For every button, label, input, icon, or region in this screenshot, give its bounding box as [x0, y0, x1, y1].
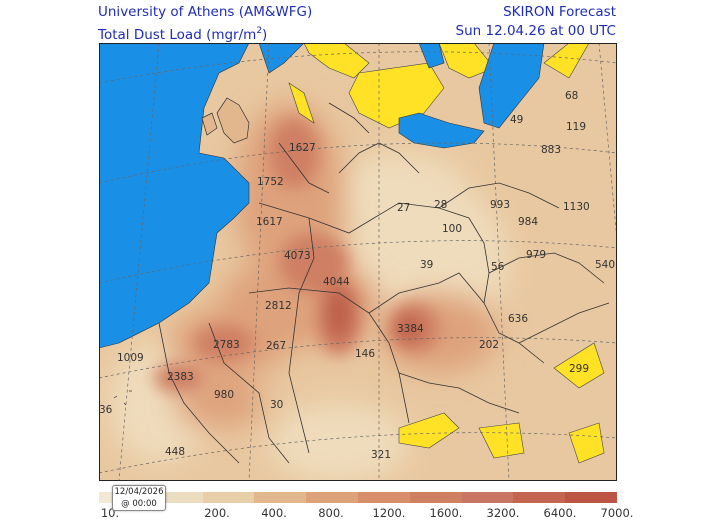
scale-tick: 3200.	[486, 506, 520, 520]
value-labels: 1627 1752 1617 4073 4044 2812 2783 267 1…	[99, 90, 615, 461]
scale-segment	[150, 492, 203, 503]
value-label: 39	[420, 259, 433, 271]
value-label: 202	[479, 339, 499, 351]
value-label: 56	[491, 261, 505, 273]
value-label: 2383	[167, 371, 194, 383]
value-label: 1627	[289, 142, 316, 154]
value-label: 883	[541, 144, 561, 156]
header-left: University of Athens (AM&WFG) Total Dust…	[98, 3, 312, 45]
scale-segment	[513, 492, 566, 503]
value-label: 49	[510, 114, 523, 126]
model-label: SKIRON Forecast	[503, 4, 616, 20]
low-dust-areas	[288, 43, 605, 464]
value-label: 30	[270, 399, 283, 411]
variable-label: Total Dust Load (mgr/m2)	[98, 26, 268, 43]
scale-segment	[357, 492, 410, 503]
scale-tick: 800.	[318, 506, 344, 520]
value-label: 4073	[284, 250, 311, 262]
color-scale-bar	[99, 492, 617, 503]
value-label: 321	[371, 449, 391, 461]
dust-peak-areas	[327, 287, 421, 340]
scale-tick: 1600.	[429, 506, 463, 520]
scale-tick: 400.	[261, 506, 287, 520]
scale-segment	[461, 492, 514, 503]
value-label: 448	[165, 446, 185, 458]
timestamp-overlay[interactable]: 12/04/2026 @ 00:00	[112, 485, 166, 511]
value-label: 100	[442, 223, 462, 235]
org-label: University of Athens (AM&WFG)	[98, 4, 313, 20]
value-label: 980	[214, 389, 234, 401]
value-label: 267	[266, 340, 286, 352]
value-label: 299	[569, 363, 589, 375]
timestamp-date: 12/04/2026	[114, 487, 164, 497]
islands	[113, 390, 132, 406]
header-right: SKIRON Forecast Sun 12.04.26 at 00 UTC	[456, 3, 616, 41]
scale-tick: 200.	[204, 506, 230, 520]
graticule	[99, 43, 617, 481]
value-label: 3384	[397, 323, 424, 335]
british-isles	[201, 97, 250, 144]
value-label: 1617	[256, 216, 283, 228]
valid-time-label: Sun 12.04.26 at 00 UTC	[455, 23, 616, 39]
value-label: 27	[397, 202, 410, 214]
value-label: 2812	[265, 300, 292, 312]
timestamp-time: @ 00:00	[121, 499, 157, 509]
value-label: 146	[355, 348, 375, 360]
value-label: 1130	[563, 201, 590, 213]
scale-segment	[306, 492, 358, 503]
value-label: 979	[526, 249, 546, 261]
scale-segment	[409, 492, 462, 503]
value-label: 36	[99, 404, 113, 416]
country-borders	[158, 102, 610, 464]
scale-tick: 6400.	[543, 506, 577, 520]
dust-load-map: 1627 1752 1617 4073 4044 2812 2783 267 1…	[99, 43, 617, 481]
scale-segment	[202, 492, 255, 503]
value-label: 119	[566, 121, 586, 133]
scale-segment	[565, 492, 617, 503]
value-label: 540	[595, 259, 615, 271]
value-label: 2783	[213, 339, 240, 351]
scale-tick: 1200.	[372, 506, 406, 520]
sea-areas	[99, 43, 545, 349]
value-label: 68	[565, 90, 578, 102]
value-label: 1009	[117, 352, 144, 364]
value-label: 28	[434, 199, 447, 211]
value-label: 984	[518, 216, 538, 228]
value-label: 993	[490, 199, 510, 211]
value-label: 4044	[323, 276, 350, 288]
value-label: 1752	[257, 176, 284, 188]
scale-tick: 7000.	[600, 506, 634, 520]
map-frame	[99, 43, 617, 481]
value-label: 636	[508, 313, 528, 325]
scale-segment	[254, 492, 307, 503]
